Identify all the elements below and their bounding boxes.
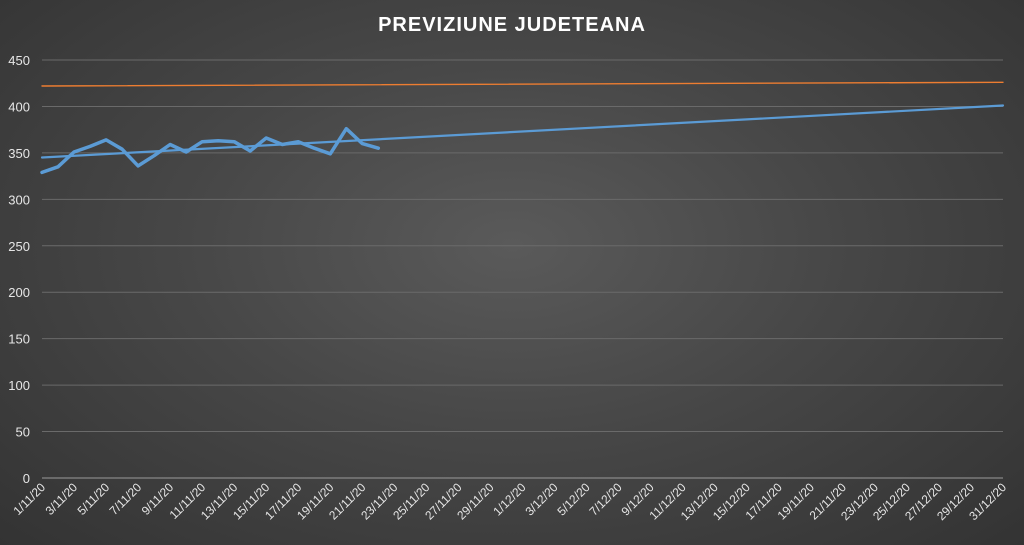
series-line-trend [40, 104, 1005, 159]
y-tick-label: 0 [23, 471, 30, 486]
x-axis-ticks: 1/11/203/11/205/11/207/11/209/11/2011/11… [11, 480, 1010, 523]
x-tick-label: 7/12/20 [587, 480, 625, 518]
x-tick-label: 1/12/20 [490, 480, 528, 518]
chart-title: PREVIZIUNE JUDETEANA [378, 14, 646, 36]
y-tick-label: 450 [8, 53, 30, 68]
y-tick-label: 150 [8, 332, 30, 347]
series-line-threshold [41, 81, 1004, 87]
series-line-actual [40, 126, 381, 175]
y-tick-label: 50 [16, 425, 30, 440]
x-tick-label: 5/11/20 [75, 480, 113, 518]
y-tick-label: 250 [8, 239, 30, 254]
gridlines [42, 59, 1003, 479]
y-tick-label: 400 [8, 99, 30, 114]
x-tick-label: 3/12/20 [522, 480, 560, 518]
y-tick-label: 350 [8, 146, 30, 161]
series-lines [40, 81, 1005, 175]
y-tick-label: 200 [8, 285, 30, 300]
x-tick-label: 5/12/20 [554, 480, 592, 518]
y-tick-label: 300 [8, 192, 30, 207]
y-axis-ticks: 0 50 100 150 200 250 300 350 400 450 [8, 53, 30, 486]
y-tick-label: 100 [8, 378, 30, 393]
x-tick-label: 3/11/20 [43, 480, 81, 518]
x-tick-label: 7/11/20 [107, 480, 145, 518]
